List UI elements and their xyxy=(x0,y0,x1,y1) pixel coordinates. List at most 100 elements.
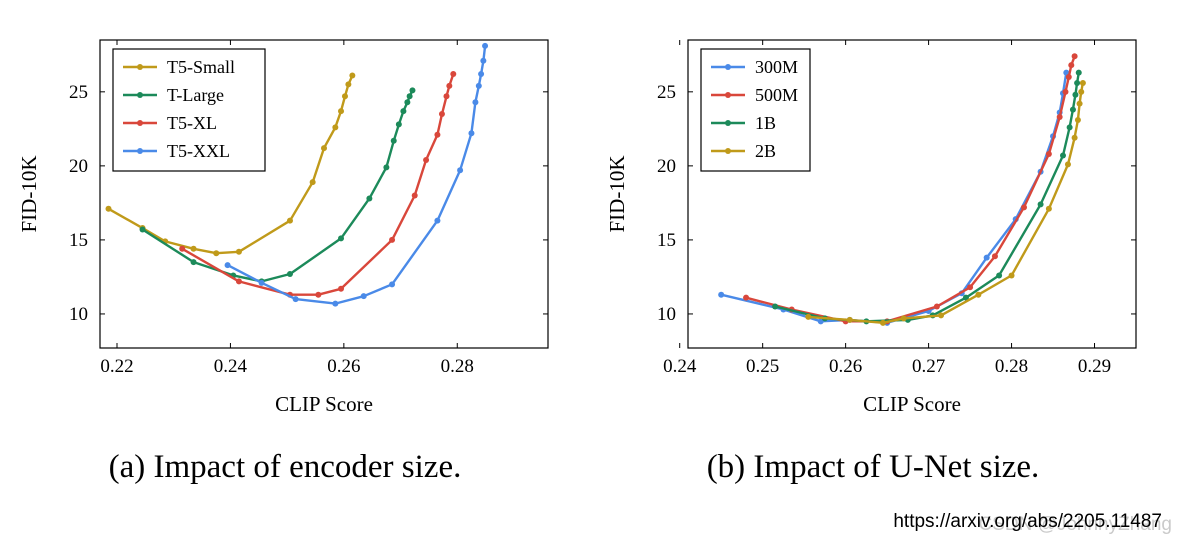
x-tick-label: 0.27 xyxy=(912,356,945,377)
data-point xyxy=(817,318,824,325)
data-point xyxy=(1068,62,1075,69)
data-point xyxy=(743,294,750,301)
data-point xyxy=(332,124,339,131)
data-point xyxy=(315,291,322,298)
data-point xyxy=(139,226,146,233)
data-point xyxy=(292,296,299,303)
tick-group: 0.24 0.25 0.26 0.27 0.28 0.29 10 15 20 25 xyxy=(657,40,1136,377)
data-point xyxy=(1056,114,1063,120)
x-tick-label: 0.26 xyxy=(829,356,862,377)
data-point xyxy=(338,108,345,115)
data-point xyxy=(1059,152,1066,159)
y-tick-label: 10 xyxy=(69,304,88,325)
x-tick-label: 0.24 xyxy=(214,356,248,377)
series-t5-small xyxy=(105,72,356,257)
data-point xyxy=(1074,79,1081,86)
data-point xyxy=(1075,69,1082,76)
caption: (a) Impact of encoder size. xyxy=(109,449,462,485)
series-line xyxy=(774,72,1080,323)
y-tick-label: 25 xyxy=(657,82,676,103)
legend-swatch-dot xyxy=(725,92,731,98)
data-point xyxy=(996,272,1003,279)
data-point xyxy=(213,250,220,257)
legend-entry-label: 500M xyxy=(755,85,798,105)
tick-group: 0.22 0.24 0.26 0.28 10 15 20 25 xyxy=(69,40,548,377)
data-point xyxy=(1074,116,1081,123)
data-point xyxy=(1065,74,1072,81)
data-point xyxy=(338,285,345,292)
data-point xyxy=(975,291,982,298)
data-point xyxy=(1008,272,1015,279)
data-point xyxy=(718,291,725,298)
data-point xyxy=(434,217,441,224)
series-t5-xl xyxy=(179,71,457,298)
chart-encoder-size: 0.22 0.24 0.26 0.28 10 15 20 25 CLIP Score FID-… xyxy=(17,39,549,485)
data-point xyxy=(404,99,411,106)
data-point xyxy=(1063,69,1070,76)
x-tick-label: 0.22 xyxy=(100,356,133,377)
data-point xyxy=(1064,161,1071,168)
data-point xyxy=(258,279,265,286)
data-point xyxy=(991,253,998,260)
data-point xyxy=(457,167,464,174)
data-point xyxy=(1079,79,1086,86)
x-tick-label: 0.24 xyxy=(663,356,697,377)
data-point xyxy=(879,319,886,326)
y-tick-label: 15 xyxy=(69,230,88,251)
data-point xyxy=(321,145,327,152)
data-point xyxy=(383,164,390,171)
data-point xyxy=(190,245,197,252)
data-point xyxy=(341,93,348,100)
data-point xyxy=(478,71,485,78)
data-point xyxy=(1066,124,1073,131)
data-point xyxy=(409,87,416,94)
series-group xyxy=(718,53,1086,326)
y-tick-label: 20 xyxy=(657,156,676,177)
data-point xyxy=(482,42,489,49)
data-point xyxy=(468,130,475,137)
data-point xyxy=(1076,100,1083,107)
data-point xyxy=(286,270,293,277)
legend-entry-label: T5-XL xyxy=(167,113,217,133)
data-point xyxy=(1078,88,1085,95)
legend-swatch-dot xyxy=(725,120,731,126)
data-point xyxy=(1069,106,1076,113)
legend-swatch-dot xyxy=(137,148,143,154)
data-point xyxy=(967,284,974,291)
legend-entry-label: T-Large xyxy=(167,85,224,105)
series-t-large xyxy=(139,87,416,285)
data-point xyxy=(1071,134,1078,141)
series-line xyxy=(227,45,487,305)
y-axis-label: FID-10K xyxy=(17,156,41,233)
legend: 300M 500M 1B 2B xyxy=(700,48,811,172)
legend-entry-label: 300M xyxy=(755,57,798,77)
legend-swatch-dot xyxy=(137,92,143,98)
data-point xyxy=(395,121,402,128)
data-point xyxy=(349,72,356,79)
data-point xyxy=(846,316,853,323)
source-url: https://arxiv.org/abs/2205.11487 xyxy=(893,511,1162,532)
legend: T5-Small T-Large T5-XL T5-XXL xyxy=(112,48,266,172)
data-point xyxy=(338,235,345,242)
caption: (b) Impact of U-Net size. xyxy=(707,449,1040,485)
x-axis-label: CLIP Score xyxy=(275,392,373,416)
data-point xyxy=(179,245,186,252)
data-point xyxy=(472,99,479,106)
data-point xyxy=(235,278,242,285)
x-tick-label: 0.26 xyxy=(327,356,360,377)
data-point xyxy=(224,262,231,269)
data-point xyxy=(389,281,396,288)
plot-frame xyxy=(99,39,549,349)
y-tick-label: 20 xyxy=(69,156,88,177)
data-point xyxy=(446,82,453,89)
legend-entry-label: 2B xyxy=(755,141,776,161)
data-point xyxy=(805,313,812,320)
legend-swatch-dot xyxy=(725,64,731,70)
watermark: CSDN @JohnnyZhang xyxy=(978,514,1172,535)
legend-entry-label: T5-Small xyxy=(167,57,235,77)
legend-swatch-dot xyxy=(137,64,143,70)
data-point xyxy=(1037,201,1044,208)
data-point xyxy=(190,259,197,266)
data-point xyxy=(1021,204,1027,211)
